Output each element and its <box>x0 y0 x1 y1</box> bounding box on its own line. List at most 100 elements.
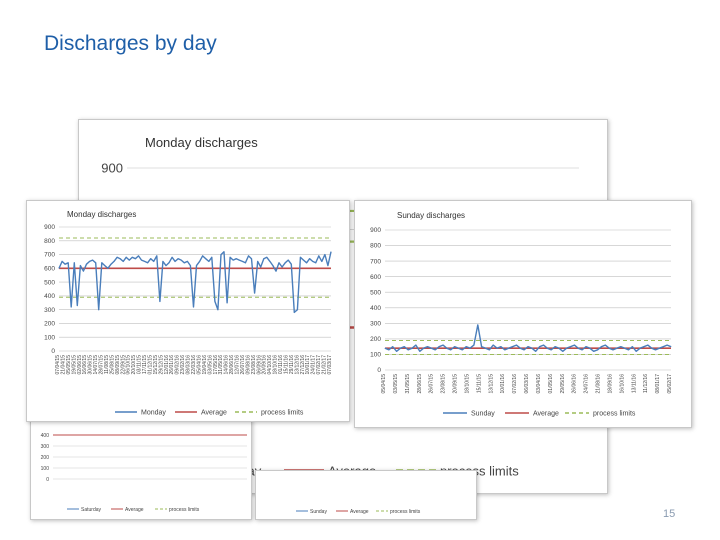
y-tick-label: 0 <box>377 367 381 374</box>
x-tick-label: 26/06/16 <box>572 374 578 394</box>
data-point <box>95 262 97 264</box>
y-tick-label: 600 <box>44 266 55 273</box>
data-point <box>508 347 510 349</box>
data-point <box>415 344 417 346</box>
data-point <box>593 350 595 352</box>
data-point <box>183 262 185 264</box>
x-tick-label: 18/09/16 <box>607 374 613 394</box>
data-point <box>138 255 139 257</box>
data-point <box>473 344 475 346</box>
y-tick-label: 800 <box>44 238 55 245</box>
data-point <box>101 262 103 264</box>
data-point <box>70 306 72 308</box>
x-tick-label: 09/02/16 <box>175 355 181 375</box>
data-point <box>430 347 432 349</box>
data-point <box>205 258 207 260</box>
x-tick-label: 31/05/16 <box>218 355 224 375</box>
data-point <box>612 349 614 351</box>
data-point <box>147 262 149 264</box>
y-tick-label: 500 <box>370 289 381 296</box>
x-tick-label: 07/02/17 <box>316 355 322 375</box>
x-tick-label: 05/04/15 <box>381 374 387 394</box>
x-tick-label: 11/12/16 <box>643 374 649 393</box>
data-point <box>496 347 498 349</box>
data-point <box>581 349 583 351</box>
y-tick-label: 100 <box>44 334 55 341</box>
data-point <box>125 256 127 258</box>
data-point <box>269 261 271 262</box>
x-tick-label: 18/10/16 <box>273 355 279 375</box>
x-tick-label: 29/05/16 <box>560 374 566 394</box>
x-tick-label: 17/11/15 <box>142 355 148 374</box>
x-tick-label: 06/10/15 <box>126 355 132 375</box>
sunday-chart-svg: Sunday discharges 0 100 200 300 400 500 600 700 8… <box>370 211 673 417</box>
data-point <box>628 349 629 351</box>
data-point <box>450 349 452 351</box>
monday-chart-svg: Monday discharges 0 100 200 300 400 500 600 700 8… <box>44 210 333 416</box>
data-point <box>306 262 307 264</box>
data-point <box>104 265 106 266</box>
data-point <box>196 265 197 266</box>
x-tick-label: 20/09/16 <box>262 355 268 375</box>
data-point <box>293 312 295 313</box>
x-tick-label: 05/05/15 <box>66 355 72 375</box>
y-tick-label: 200 <box>370 336 381 343</box>
data-point <box>229 256 231 258</box>
data-point <box>180 259 182 261</box>
data-point <box>61 261 63 262</box>
data-point <box>562 350 564 352</box>
data-point <box>543 344 544 346</box>
data-point <box>488 349 490 351</box>
x-tick-label: 03/05/16 <box>207 355 213 375</box>
data-point <box>438 346 440 348</box>
data-point <box>601 346 602 348</box>
x-tick-label: 04/10/16 <box>267 355 273 375</box>
x-tick-label: 27/12/16 <box>300 355 306 375</box>
x-tick-label: 29/12/15 <box>158 355 164 375</box>
data-point <box>275 270 277 272</box>
y-tick-label: 900 <box>101 160 123 175</box>
y-tick-label: 0 <box>51 348 55 355</box>
data-point <box>116 256 118 258</box>
data-point <box>321 261 323 262</box>
x-tick-label: 16/06/15 <box>82 355 88 375</box>
data-point <box>214 301 216 302</box>
x-tick-label: 03/04/16 <box>536 374 542 394</box>
x-tick-label: 20/10/15 <box>131 355 137 375</box>
x-tick-label: 29/11/16 <box>289 355 295 374</box>
y-tick-label: 700 <box>370 258 381 265</box>
y-tick-label: 300 <box>370 321 381 328</box>
data-point <box>73 262 75 264</box>
data-point <box>79 265 81 266</box>
data-point <box>465 346 467 348</box>
data-point <box>312 261 314 262</box>
data-point <box>232 259 234 261</box>
data-point <box>76 305 78 306</box>
data-point <box>651 347 653 349</box>
data-point <box>290 263 292 265</box>
data-point <box>300 256 301 258</box>
data-point <box>589 347 591 349</box>
x-tick-label: 13/12/15 <box>488 374 494 394</box>
data-point <box>58 267 60 269</box>
x-tick-label: 06/09/16 <box>256 355 262 375</box>
x-tick-label: 21/02/17 <box>322 355 328 375</box>
data-point <box>202 255 204 257</box>
data-point <box>442 344 444 346</box>
data-point <box>235 258 237 260</box>
x-tick-label: 02/06/15 <box>77 355 83 375</box>
data-point <box>135 258 136 260</box>
data-point <box>281 266 283 268</box>
x-tick-label: 23/02/16 <box>180 355 186 375</box>
x-tick-label: 08/01/17 <box>655 374 661 394</box>
data-point <box>458 347 459 349</box>
saturday-chart-background: 0 100 200 300 400 Saturday Average process limi… <box>30 418 252 520</box>
data-point <box>485 347 486 349</box>
data-point <box>558 347 560 349</box>
data-point <box>527 346 529 348</box>
x-tick-label: 24/07/16 <box>584 374 590 394</box>
x-tick-label: 28/06/16 <box>229 355 235 375</box>
legend-label: process limits <box>390 509 421 515</box>
data-point <box>241 261 243 262</box>
data-point <box>647 344 649 346</box>
